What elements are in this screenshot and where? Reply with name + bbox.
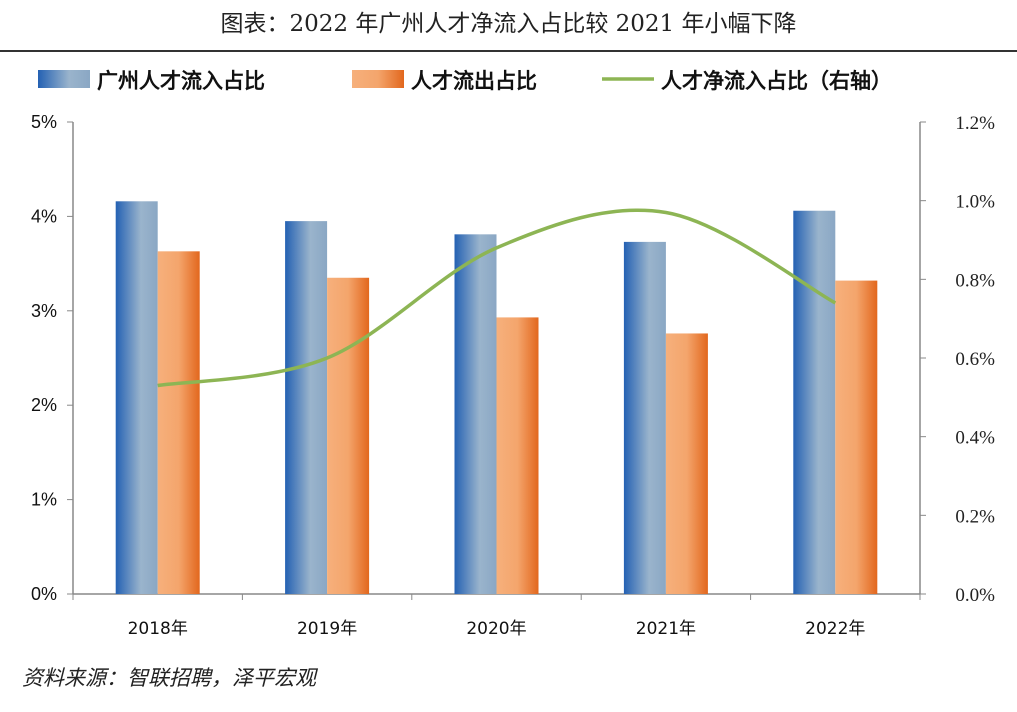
legend-label-outflow: 人才流出占比: [411, 69, 537, 93]
left-tick-label: 4%: [31, 206, 57, 226]
right-tick-label: 0.4%: [955, 428, 995, 449]
right-tick-label: 0.2%: [955, 506, 995, 527]
x-tick-label: 2018年: [128, 619, 188, 639]
outflow-bar: [327, 277, 370, 594]
x-tick-label: 2022年: [805, 619, 865, 639]
legend-label-net: 人才净流入占比（右轴）: [661, 69, 892, 93]
x-tick-label: 2019年: [297, 619, 357, 639]
net-inflow-line: [157, 208, 837, 388]
legend-swatch-outflow: [352, 70, 404, 88]
inflow-bar: [285, 221, 328, 594]
outflow-bar: [665, 333, 708, 594]
x-tick-label: 2021年: [636, 619, 696, 639]
source-note: 资料来源：智联招聘，泽平宏观: [22, 666, 316, 690]
left-tick-label: 2%: [31, 395, 57, 415]
legend-label-inflow: 广州人才流入占比: [97, 69, 265, 93]
right-tick-label: 1.2%: [955, 113, 995, 134]
left-tick-label: 1%: [31, 490, 57, 510]
right-tick-label: 0.0%: [955, 585, 995, 606]
right-tick-label: 0.6%: [955, 349, 995, 370]
inflow-bar: [793, 210, 836, 594]
inflow-bar: [115, 201, 158, 594]
left-tick-label: 3%: [31, 301, 57, 321]
outflow-bar: [157, 251, 200, 594]
outflow-bar: [496, 317, 539, 594]
outflow-bar: [835, 280, 878, 594]
x-tick-label: 2020年: [466, 619, 526, 639]
right-tick-label: 0.8%: [955, 270, 995, 291]
inflow-bar: [623, 241, 666, 594]
title-divider: [0, 50, 1017, 52]
right-tick-label: 1.0%: [955, 192, 995, 213]
left-tick-label: 5%: [31, 112, 57, 132]
legend-swatch-inflow: [38, 70, 90, 88]
inflow-bar: [454, 234, 497, 594]
chart-title: 图表：2022 年广州人才净流入占比较 2021 年小幅下降: [220, 11, 797, 37]
left-tick-label: 0%: [31, 584, 57, 604]
